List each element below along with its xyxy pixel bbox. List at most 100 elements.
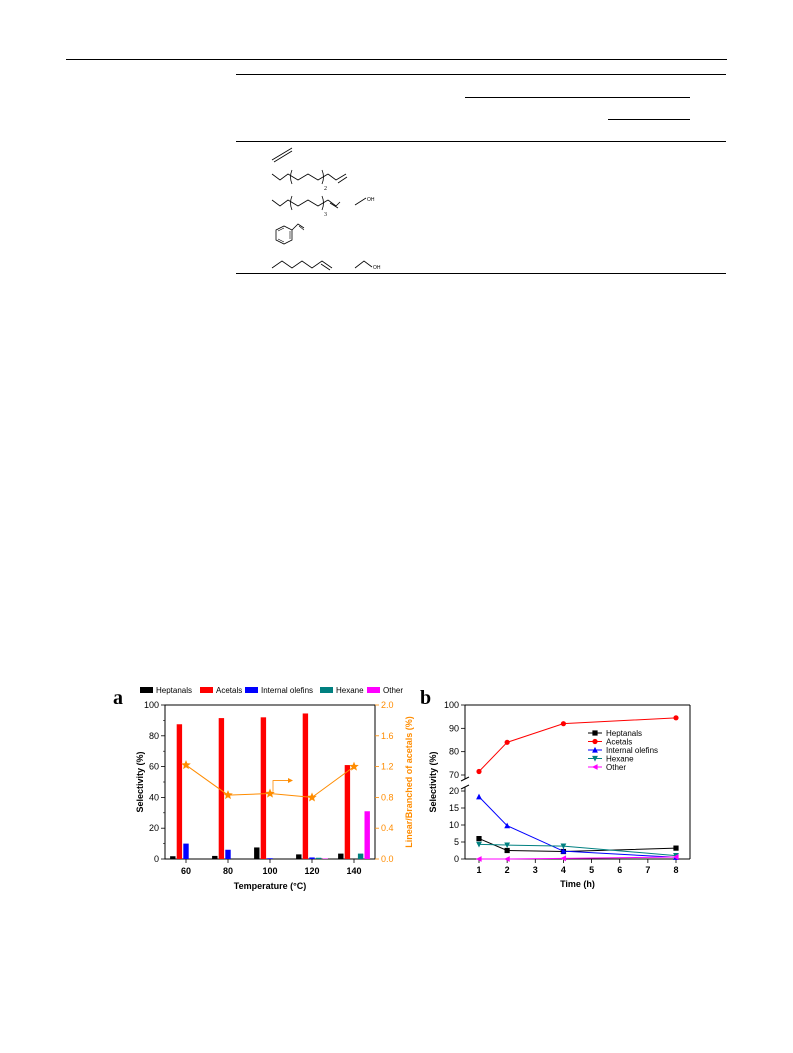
panel-label-a: a [113, 687, 123, 709]
x-tick-label: 140 [346, 866, 361, 876]
y-tick-label: 60 [149, 762, 159, 772]
point-internal-olefins [560, 848, 567, 854]
x-axis-title: Temperature (°C) [234, 881, 306, 891]
bar-heptanals [338, 853, 344, 859]
x-tick-label: 80 [223, 866, 233, 876]
bar-heptanals [170, 856, 176, 859]
subscript-2: 2 [324, 186, 327, 192]
axis-arrow-line [272, 780, 289, 792]
page-header-rule [66, 59, 727, 60]
legend-marker-heptanals [592, 730, 598, 736]
y2-tick-label: 0.8 [381, 792, 394, 802]
point-hexane [560, 843, 567, 850]
y-tick-label: 100 [444, 700, 459, 710]
y-tick-label: 80 [449, 747, 459, 757]
x-tick-label: 5 [589, 865, 594, 875]
legend-label-internal-olefins: Internal olefins [606, 746, 658, 755]
legend-swatch-other [367, 687, 380, 693]
point-other [475, 856, 482, 862]
ratio-star-marker [307, 792, 317, 802]
x-tick-label: 3 [533, 865, 538, 875]
molecule-alkene-n3: 3 [271, 195, 341, 218]
point-hexane [476, 841, 482, 848]
y-tick-label: 70 [449, 770, 459, 780]
bar-heptanals [296, 854, 302, 859]
legend-swatch-heptanals [140, 687, 153, 693]
y2-tick-label: 1.6 [381, 731, 394, 741]
series-line-internal-olefins [478, 796, 677, 858]
bar-hexane [357, 853, 364, 859]
plot-frame [164, 704, 376, 860]
bar-acetals [302, 713, 309, 859]
bar-internal-olefins [225, 849, 231, 859]
x-tick-label: 8 [673, 865, 678, 875]
y2-tick-label: 0.0 [381, 854, 394, 864]
bar-internal-olefins [183, 843, 189, 859]
legend-marker-acetals [592, 738, 598, 745]
chart-b-selectivity-vs-time: b 70 80 90 100 0 5 10 15 20 1 2 3 4 5 6 7 8 HeptanalsAceta… [420, 687, 691, 889]
bar-heptanals [254, 847, 260, 859]
molecule-hexene [271, 260, 333, 271]
bar-acetals [344, 765, 351, 859]
subscript-3: 3 [324, 212, 327, 218]
bar-hexane [315, 857, 322, 859]
y-tick-label: 20 [149, 823, 159, 833]
y-tick-label: 15 [449, 803, 459, 813]
table-group-rule [465, 97, 690, 98]
bar-acetals [218, 718, 225, 859]
axis-break-mark [460, 776, 470, 782]
ratio-star-marker [223, 790, 233, 800]
table-top-rule [236, 74, 726, 75]
molecule-ethylene [271, 147, 293, 163]
molecule-styrene [275, 223, 305, 245]
point-acetals [560, 721, 567, 727]
table-header-rule [236, 141, 726, 142]
point-internal-olefins [504, 822, 511, 829]
y-axis-title: Selectivity (%) [428, 751, 438, 812]
point-hexane [504, 842, 511, 849]
legend-label-heptanals: Heptanals [606, 729, 642, 738]
panel-label-b: b [420, 687, 431, 709]
y-tick-label: 0 [454, 854, 459, 864]
point-heptanals [673, 845, 679, 851]
series-line-other [479, 856, 677, 860]
bar-internal-olefins [309, 857, 315, 859]
table-subgroup-rule [608, 119, 690, 120]
legend-label-heptanals: Heptanals [156, 686, 192, 695]
y2-tick-label: 1.2 [381, 762, 394, 772]
legend-label-hexane: Hexane [336, 686, 364, 695]
legend-marker-hexane [592, 755, 598, 762]
point-other [504, 856, 510, 862]
legend-label-hexane: Hexane [606, 755, 634, 764]
x-tick-label: 120 [304, 866, 319, 876]
legend-swatch-internal-olefins [245, 687, 258, 693]
legend-swatch-hexane [320, 687, 333, 693]
oh-label-2: OH [373, 265, 381, 271]
chart-a-selectivity-vs-temperature: a Heptanals Acetals Internal olefins Hexane O… [113, 686, 414, 891]
table-bottom-rule [236, 273, 726, 274]
series-line-hexane [478, 843, 677, 857]
point-other [672, 854, 679, 860]
series-line-acetals [478, 717, 677, 772]
x-tick-label: 1 [476, 865, 481, 875]
legend-label-internal-olefins: Internal olefins [261, 686, 313, 695]
y-tick-label: 0 [154, 854, 159, 864]
point-internal-olefins [476, 793, 482, 800]
bar-heptanals [212, 855, 218, 859]
y-tick-label: 20 [449, 786, 459, 796]
point-acetals [476, 768, 482, 775]
legend-label-other: Other [383, 686, 403, 695]
legend-label-acetals: Acetals [216, 686, 242, 695]
y-axis-title: Selectivity (%) [135, 751, 145, 812]
bar-acetals [260, 717, 267, 859]
molecule-alkene-n2: 2 [271, 169, 348, 192]
y2-tick-label: 2.0 [381, 700, 394, 710]
x-tick-label: 4 [561, 865, 566, 875]
y-tick-label: 80 [149, 731, 159, 741]
axis-arrow-head [288, 778, 293, 784]
x-tick-label: 100 [262, 866, 277, 876]
y2-tick-label: 0.4 [381, 823, 394, 833]
x-tick-label: 2 [505, 865, 510, 875]
legend-marker-other [591, 764, 598, 770]
legend-swatch-acetals [200, 687, 213, 693]
